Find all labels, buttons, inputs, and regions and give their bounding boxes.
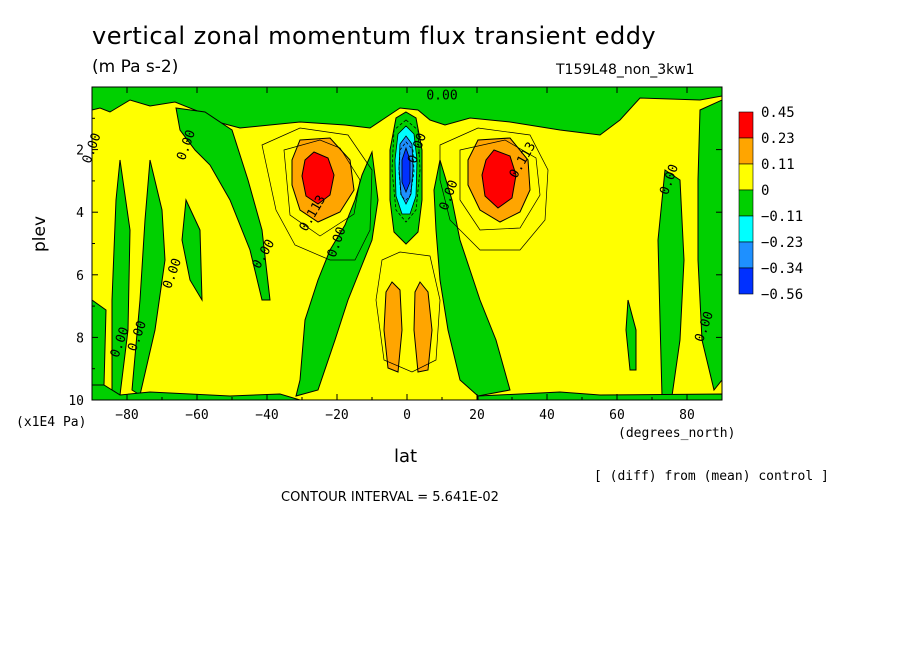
y-tick-label: 2: [76, 144, 84, 159]
colorbar-label: −0.56: [761, 287, 803, 303]
negative-core-blue: [401, 146, 411, 194]
chart-title: vertical zonal momentum flux transient e…: [92, 22, 657, 50]
colorbar-swatch: [738, 215, 754, 243]
run-label: T159L48_non_3kw1: [556, 62, 695, 78]
negative-region-upper: [92, 87, 722, 136]
y-tick-label: 4: [76, 206, 84, 221]
negative-region-left-tongue: [175, 107, 271, 301]
colorbar-label: −0.23: [761, 235, 803, 251]
positive-lower-right: [413, 281, 433, 373]
colorbar-swatch: [738, 111, 754, 139]
x-tick-label: −60: [185, 408, 208, 423]
negative-region-right-thin: [625, 299, 637, 371]
colorbar-swatch: [738, 189, 754, 217]
axes: −80 −60 −40 −20 0 20 40 60 80 2 4 6 8 10: [68, 87, 723, 423]
x-axis-label: lat: [394, 446, 418, 467]
filled-contour-field: [92, 87, 722, 400]
colorbar-swatch: [738, 241, 754, 269]
colorbar-label: 0.45: [761, 105, 795, 121]
y-tick-label: 10: [68, 394, 84, 409]
difference-note: [ (diff) from (mean) control ]: [594, 469, 829, 484]
positive-max-left-red: [301, 151, 335, 205]
contour-label: 0.00: [426, 89, 457, 104]
chart-units: (m Pa s-2): [92, 57, 179, 77]
y-tick-label: 6: [76, 269, 84, 284]
colorbar-label: −0.34: [761, 261, 803, 277]
y-axis-unit: (x1E4 Pa): [16, 415, 87, 430]
positive-lower-left: [383, 281, 403, 373]
y-axis-label: plev: [30, 215, 50, 252]
x-tick-label: −20: [325, 408, 348, 423]
colorbar-swatch: [738, 163, 754, 191]
y-tick-label: 8: [76, 331, 84, 346]
colorbar-swatch: [738, 267, 754, 295]
positive-contours: [261, 127, 549, 373]
colorbar-label: −0.11: [761, 209, 803, 225]
x-tick-label: −80: [115, 408, 138, 423]
colorbar: 0.45 0.23 0.11 0 −0.11 −0.23 −0.34 −0.56: [738, 105, 803, 303]
x-tick-label: 20: [469, 408, 485, 423]
colorbar-swatch: [738, 137, 754, 165]
positive-max-right-red: [481, 149, 517, 209]
negative-region-central-left: [295, 150, 379, 397]
x-axis-unit: (degrees_north): [618, 426, 736, 441]
x-tick-label: 80: [679, 408, 695, 423]
x-tick-label: −40: [255, 408, 278, 423]
negative-region-right-edge: [697, 99, 722, 392]
negative-region-bottom: [92, 384, 301, 400]
colorbar-label: 0.11: [761, 157, 795, 173]
x-tick-label: 0: [403, 408, 411, 423]
negative-region-left-strip-3: [181, 198, 203, 302]
contour-interval: CONTOUR INTERVAL = 5.641E-02: [281, 490, 499, 505]
colorbar-label: 0: [761, 183, 769, 199]
negative-region-central-right: [433, 159, 511, 397]
colorbar-label: 0.23: [761, 131, 795, 147]
x-tick-label: 40: [539, 408, 555, 423]
negative-region-bottom-right: [477, 391, 722, 400]
x-tick-label: 60: [609, 408, 625, 423]
negative-region-left-edge: [92, 299, 107, 386]
negative-contours: [391, 119, 421, 223]
